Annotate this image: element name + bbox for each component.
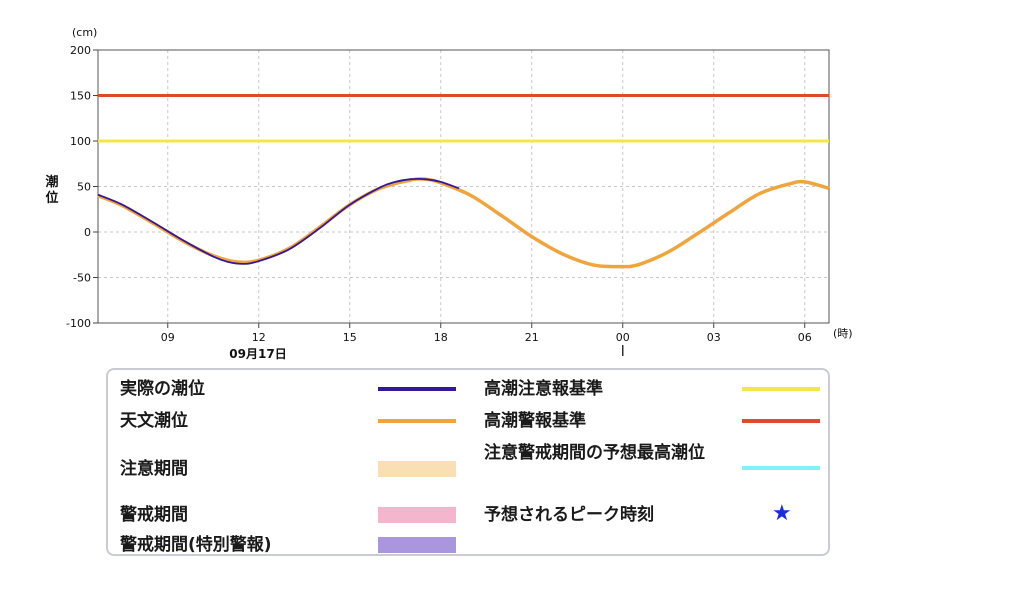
legend-label-forecast-max-tide: 注意警戒期間の予想最高潮位 xyxy=(484,443,705,463)
legend-label-warning-threshold: 高潮警報基準 xyxy=(484,411,586,431)
x-tick-label: 21 xyxy=(525,331,539,344)
tide-chart: 200 150 100 50 0 -50 -100 09 12 15 18 21 00 03 06 (cm) (… xyxy=(45,26,853,361)
legend-swatch-warning-period xyxy=(378,507,456,523)
legend-label-actual-tide: 実際の潮位 xyxy=(120,379,205,399)
y-unit-label: (cm) xyxy=(72,26,97,39)
legend: 実際の潮位 天文潮位 注意期間 警戒期間 警戒期間(特別警報) 高潮注意報基準 … xyxy=(106,368,830,556)
legend-swatch-special-warning-period xyxy=(378,537,456,553)
legend-swatch-actual-tide xyxy=(378,387,456,391)
y-axis-label-char: 潮 xyxy=(45,174,58,190)
x-unit-label: (時) xyxy=(833,327,853,340)
x-tick-label: 00 xyxy=(616,331,630,344)
legend-swatch-advisory-threshold xyxy=(742,387,820,391)
legend-label-astronomical-tide: 天文潮位 xyxy=(120,411,188,431)
series-line-astronomical-tide xyxy=(97,177,830,269)
legend-swatch-caution-period xyxy=(378,461,456,477)
x-tick-label: 06 xyxy=(798,331,812,344)
y-axis-label-char: 位 xyxy=(45,190,58,206)
y-tick-label: 100 xyxy=(70,135,91,148)
legend-swatch-forecast-max-tide xyxy=(742,466,820,470)
legend-swatch-astronomical-tide xyxy=(378,419,456,423)
y-tick-label: -100 xyxy=(66,317,91,330)
legend-label-warning-period: 警戒期間 xyxy=(120,505,188,525)
x-tick-label: 03 xyxy=(707,331,721,344)
series-line-actual-tide xyxy=(97,178,460,265)
date-label: 09月17日 xyxy=(229,347,286,361)
y-tick-label: 150 xyxy=(70,90,91,103)
x-tick-label: 12 xyxy=(252,331,266,344)
star-icon: ★ xyxy=(772,501,792,526)
y-tick-label: 50 xyxy=(77,181,91,194)
x-tick-label: 15 xyxy=(343,331,357,344)
y-tick-label: 200 xyxy=(70,44,91,57)
legend-label-advisory-threshold: 高潮注意報基準 xyxy=(484,379,603,399)
legend-label-peak-time: 予想されるピーク時刻 xyxy=(484,505,654,525)
y-tick-label: 0 xyxy=(84,226,91,239)
legend-label-caution-period: 注意期間 xyxy=(120,459,188,479)
x-tick-label: 18 xyxy=(434,331,448,344)
legend-swatch-warning-threshold xyxy=(742,419,820,423)
x-tick-label: 09 xyxy=(161,331,175,344)
legend-label-special-warning-period: 警戒期間(特別警報) xyxy=(120,535,272,555)
y-tick-label: -50 xyxy=(73,272,91,285)
